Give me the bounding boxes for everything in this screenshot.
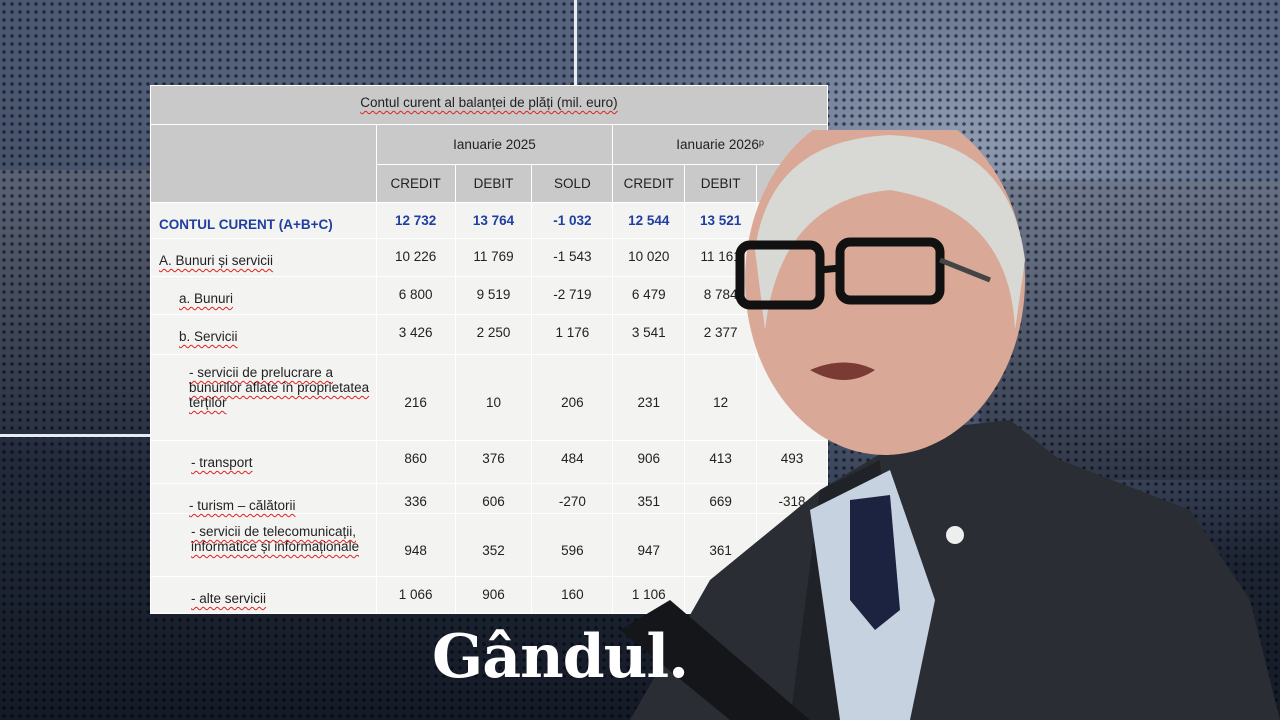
value-cell: 3 426 (375, 314, 456, 355)
value-cell: 2 250 (454, 314, 533, 355)
row-label-text: - alte servicii (191, 591, 267, 606)
value-cell: -2 719 (531, 276, 614, 315)
row-label-text: - servicii de telecomunicații, informati… (191, 524, 360, 554)
row-label: a. Bunuri (150, 276, 377, 315)
value-cell: 12 544 (612, 202, 686, 239)
row-label-text: b. Servicii (179, 329, 238, 344)
column-header: CREDIT (375, 164, 456, 203)
row-label-text: A. Bunuri și servicii (159, 253, 274, 268)
value-cell: 1 066 (375, 576, 456, 614)
value-cell: 231 (612, 354, 686, 441)
row-label: b. Servicii (150, 314, 377, 355)
value-cell: 10 (454, 354, 533, 441)
header-blank (150, 124, 377, 203)
row-label: - transport (150, 440, 377, 484)
column-header: SOLD (531, 164, 614, 203)
value-cell: -1 032 (531, 202, 614, 239)
value-cell: 216 (375, 354, 456, 441)
row-label-text: - servicii de prelucrare a bunurilor afl… (189, 365, 370, 410)
table-row: - transport 860 376 484 906 413 493 (150, 440, 828, 484)
table-row: - servicii de prelucrare a bunurilor afl… (150, 354, 828, 441)
value-cell: 336 (375, 483, 456, 514)
value-cell: 947 (612, 513, 686, 577)
value-cell: 13 521 (684, 202, 758, 239)
value-cell: 669 (684, 483, 758, 514)
current-account-table: Contul curent al balanței de plăți (mil.… (150, 85, 828, 614)
row-label: A. Bunuri și servicii (150, 238, 377, 277)
speaker-photo (620, 130, 1280, 720)
value-cell: 6 800 (375, 276, 456, 315)
row-label: - servicii de telecomunicații, informati… (150, 513, 377, 577)
frame-divider (574, 0, 577, 85)
value-cell: 6 479 (612, 276, 686, 315)
value-cell: 10 226 (375, 238, 456, 277)
value-cell: 484 (531, 440, 614, 484)
value-cell: 860 (375, 440, 456, 484)
row-label-text: - transport (191, 455, 253, 470)
value-cell: 160 (531, 576, 614, 614)
row-label-text: - turism – călătorii (189, 498, 296, 513)
value-cell: 948 (375, 513, 456, 577)
row-label: CONTUL CURENT (A+B+C) (150, 202, 377, 239)
row-label-text: a. Bunuri (179, 291, 234, 306)
value-cell: 9 519 (454, 276, 533, 315)
row-label: - servicii de prelucrare a bunurilor afl… (150, 354, 377, 441)
value-cell: 10 020 (612, 238, 686, 277)
value-cell: -270 (531, 483, 614, 514)
frame-divider (0, 434, 150, 437)
value-cell: 376 (454, 440, 533, 484)
gandul-logo: Gândul. (432, 622, 689, 692)
row-label-text: CONTUL CURENT (A+B+C) (159, 217, 333, 232)
value-cell: 906 (454, 576, 533, 614)
value-cell: 11 769 (454, 238, 533, 277)
period-header: Ianuarie 2025 (375, 124, 614, 165)
row-label: - turism – călătorii (150, 483, 377, 514)
value-cell: 493 (756, 440, 828, 484)
value-cell: 12 732 (375, 202, 456, 239)
row-label: - alte servicii (150, 576, 377, 614)
value-cell: 606 (454, 483, 533, 514)
table-row: a. Bunuri 6 800 9 519 -2 719 6 479 8 784 (150, 276, 828, 315)
column-header: DEBIT (454, 164, 533, 203)
value-cell: 13 764 (454, 202, 533, 239)
column-header: CREDIT (612, 164, 686, 203)
value-cell: 352 (454, 513, 533, 577)
value-cell: 3 541 (612, 314, 686, 355)
value-cell: 206 (531, 354, 614, 441)
value-cell: -1 543 (531, 238, 614, 277)
table-title: Contul curent al balanței de plăți (mil.… (150, 85, 828, 125)
